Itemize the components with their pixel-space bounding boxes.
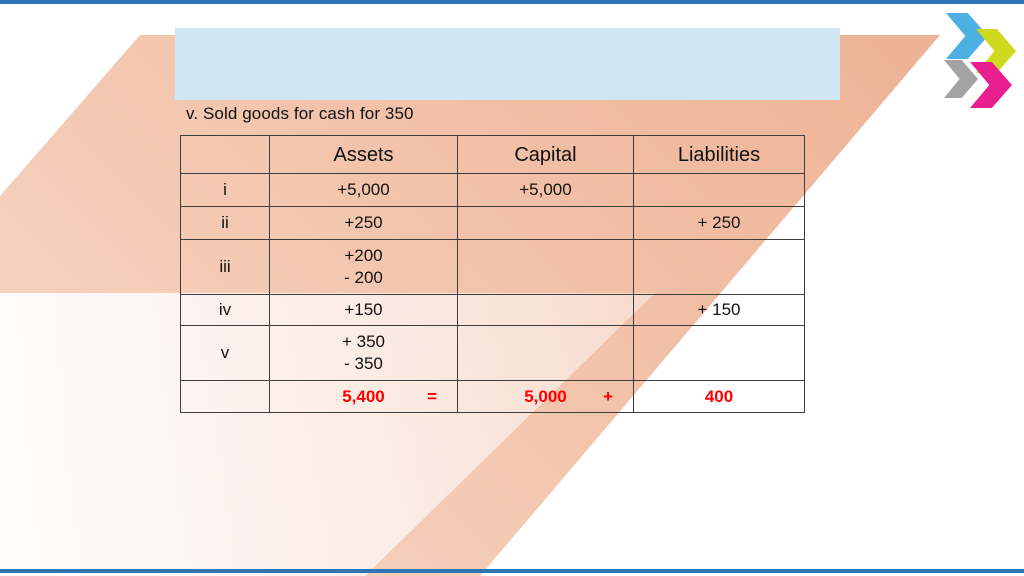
table-row: iii +200 - 200 (180, 239, 805, 295)
assets-cell: +5,000 (269, 173, 458, 207)
blue-chevron-icon (946, 13, 988, 59)
total-capital-cell: 5,000 + (457, 380, 634, 413)
assets-line-1: + 350 (341, 332, 385, 351)
liabilities-cell (633, 239, 805, 295)
row-label: iii (180, 239, 270, 295)
plus-operator: + (603, 386, 613, 406)
header-cell-capital: Capital (457, 135, 634, 174)
row-label: ii (180, 206, 270, 240)
total-blank-cell (180, 380, 270, 413)
title-placeholder (175, 28, 840, 100)
table-row: v + 350 - 350 (180, 325, 805, 381)
capital-cell (457, 325, 634, 381)
top-accent-bar (0, 0, 1024, 4)
table-row: i +5,000 +5,000 (180, 173, 805, 207)
row-label: i (180, 173, 270, 207)
assets-line-2: - 200 (344, 268, 383, 287)
row-label: iv (180, 294, 270, 326)
table-header-row: Assets Capital Liabilities (180, 135, 805, 174)
pink-chevron-icon (970, 62, 1012, 108)
capital-cell (457, 294, 634, 326)
accounting-equation-table: Assets Capital Liabilities i +5,000 +5,0… (180, 135, 805, 413)
header-cell-liabilities: Liabilities (633, 135, 805, 174)
assets-cell: +200 - 200 (269, 239, 458, 295)
table-row: iv +150 + 150 (180, 294, 805, 326)
equals-operator: = (427, 386, 437, 406)
caption-text: v. Sold goods for cash for 350 (186, 104, 414, 123)
assets-line-2: - 350 (344, 354, 383, 373)
capital-cell (457, 206, 634, 240)
assets-cell: +150 (269, 294, 458, 326)
total-liabilities-value: 400 (704, 386, 734, 406)
total-assets-value: 5,400 (342, 386, 385, 406)
bottom-accent-bar (0, 569, 1024, 573)
assets-cell: +250 (269, 206, 458, 240)
assets-cell: + 350 - 350 (269, 325, 458, 381)
capital-cell: +5,000 (457, 173, 634, 207)
header-cell-assets: Assets (269, 135, 458, 174)
capital-cell (457, 239, 634, 295)
row-label: v (180, 325, 270, 381)
liabilities-cell: + 150 (633, 294, 805, 326)
gray-chevron-icon (944, 60, 978, 98)
liabilities-cell: + 250 (633, 206, 805, 240)
total-assets-cell: 5,400 = (269, 380, 458, 413)
table-row: ii +250 + 250 (180, 206, 805, 240)
total-capital-value: 5,000 (524, 386, 567, 406)
header-cell-blank (180, 135, 270, 174)
liabilities-cell (633, 325, 805, 381)
total-liabilities-cell: 400 (633, 380, 805, 413)
table-total-row: 5,400 = 5,000 + 400 (180, 380, 805, 413)
assets-line-1: +200 (344, 246, 383, 265)
liabilities-cell (633, 173, 805, 207)
